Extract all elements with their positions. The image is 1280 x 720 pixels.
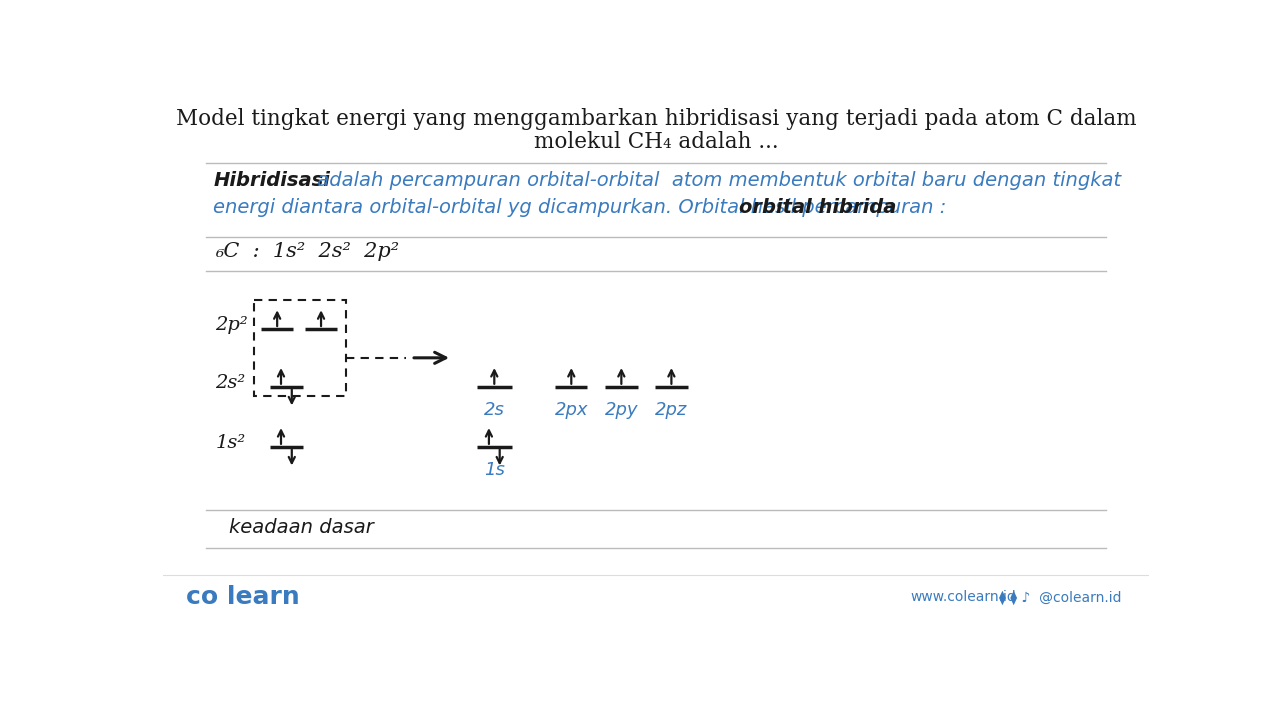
Text: keadaan dasar: keadaan dasar [229,518,374,536]
Text: 2s²: 2s² [215,374,246,392]
Text: ⧫ ⧫ ♪  @colearn.id: ⧫ ⧫ ♪ @colearn.id [998,590,1121,605]
Text: energi diantara orbital-orbital yg dicampurkan. Orbital hasil percampuran :: energi diantara orbital-orbital yg dicam… [214,198,952,217]
Text: Model tingkat energi yang menggambarkan hibridisasi yang terjadi pada atom C dal: Model tingkat energi yang menggambarkan … [175,108,1137,130]
Text: 2py: 2py [604,400,639,418]
Text: ₆C  :  1s²  2s²  2p²: ₆C : 1s² 2s² 2p² [215,242,399,261]
Text: 2pz: 2pz [655,400,687,418]
Text: molekul CH₄ adalah ...: molekul CH₄ adalah ... [534,131,778,153]
Text: Hibridisasi: Hibridisasi [214,171,330,190]
Text: 2s: 2s [484,400,504,418]
Text: co learn: co learn [187,585,300,609]
Text: adalah percampuran orbital-orbital  atom membentuk orbital baru dengan tingkat: adalah percampuran orbital-orbital atom … [311,171,1121,190]
Text: orbital hibrida: orbital hibrida [739,198,896,217]
Text: 1s: 1s [484,461,504,479]
Text: 2px: 2px [554,400,588,418]
Text: www.colearn.id: www.colearn.id [910,590,1016,604]
Text: 1s²: 1s² [215,434,246,452]
Text: 2p²: 2p² [215,316,248,334]
